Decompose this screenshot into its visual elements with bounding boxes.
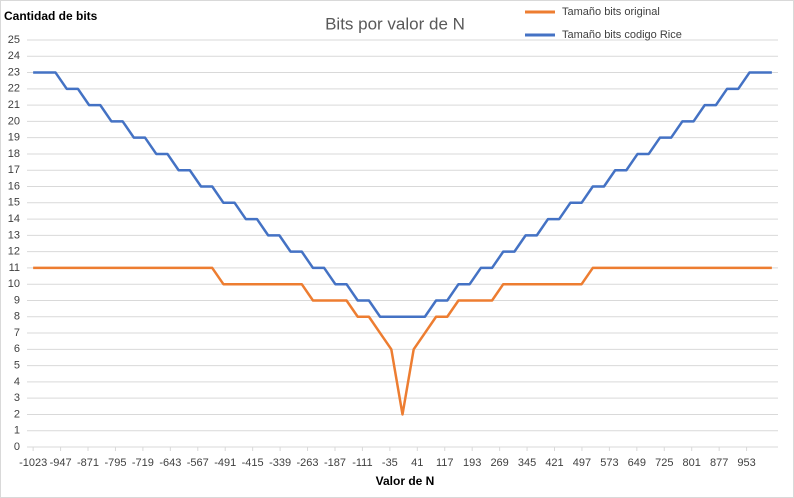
y-tick-label: 11	[9, 262, 20, 274]
y-tick-label: 16	[8, 180, 20, 192]
x-tick-label: -339	[269, 457, 291, 469]
y-tick-label: 3	[14, 392, 20, 404]
x-tick-label: -111	[352, 457, 372, 469]
y-tick-label: 21	[8, 99, 20, 111]
y-tick-label: 0	[14, 441, 20, 453]
x-tick-label: 877	[710, 457, 728, 469]
legend-label: Tamaño bits original	[562, 6, 660, 18]
y-tick-label: 22	[8, 83, 20, 95]
x-tick-label: -187	[324, 457, 346, 469]
x-tick-label: -947	[50, 457, 72, 469]
y-tick-label: 8	[14, 311, 20, 323]
y-tick-label: 19	[8, 132, 20, 144]
y-tick-label: 12	[8, 246, 20, 258]
y-tick-label: 14	[8, 213, 20, 225]
x-tick-label: 801	[683, 457, 701, 469]
y-tick-label: 24	[8, 50, 20, 62]
x-tick-label: 193	[463, 457, 481, 469]
x-tick-label: 573	[600, 457, 618, 469]
y-tick-label: 9	[14, 294, 20, 306]
legend-label: Tamaño bits codigo Rice	[562, 29, 682, 41]
y-axis-label: Cantidad de bits	[4, 9, 98, 23]
x-tick-label: 117	[436, 457, 454, 469]
y-tick-label: 2	[14, 408, 20, 420]
y-tick-label: 1	[14, 425, 20, 437]
x-tick-label: 497	[573, 457, 591, 469]
x-tick-label: 421	[545, 457, 563, 469]
y-tick-label: 23	[8, 66, 20, 78]
x-tick-label: 345	[518, 457, 536, 469]
y-tick-label: 25	[8, 34, 20, 46]
series-line	[33, 266, 772, 416]
y-tick-label: 7	[14, 327, 20, 339]
x-tick-label: -871	[77, 457, 99, 469]
y-tick-label: 17	[8, 164, 20, 176]
x-tick-label: -795	[104, 457, 126, 469]
x-tick-label: -567	[187, 457, 209, 469]
chart-title: Bits por valor de N	[325, 14, 465, 33]
y-tick-label: 20	[8, 115, 20, 127]
x-tick-label: -263	[297, 457, 319, 469]
y-tick-label: 4	[14, 376, 20, 388]
x-tick-label: -719	[132, 457, 154, 469]
x-tick-label: 649	[628, 457, 646, 469]
x-tick-label: 953	[737, 457, 755, 469]
x-tick-label: -35	[382, 457, 398, 469]
y-tick-label: 13	[8, 229, 20, 241]
y-tick-label: 15	[8, 197, 20, 209]
y-tick-label: 18	[8, 148, 20, 160]
y-tick-label: 6	[14, 343, 20, 355]
y-tick-label: 10	[8, 278, 20, 290]
x-tick-label: -415	[242, 457, 264, 469]
x-axis-label: Valor de N	[376, 474, 435, 488]
x-tick-label: 725	[655, 457, 673, 469]
series-line	[33, 71, 772, 319]
y-tick-label: 5	[14, 360, 20, 372]
x-tick-label: 41	[411, 457, 423, 469]
x-tick-label: 269	[490, 457, 508, 469]
x-tick-label: -491	[214, 457, 236, 469]
x-tick-label: -643	[159, 457, 181, 469]
x-tick-label: -1023	[19, 457, 47, 469]
